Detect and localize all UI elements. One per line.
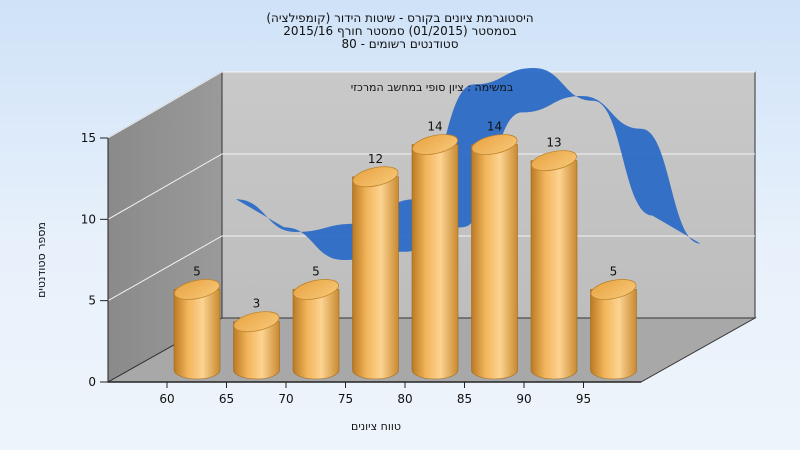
bar-cap <box>531 150 577 172</box>
x-tick-label: 70 <box>278 392 293 406</box>
bar <box>352 166 399 380</box>
bar-body <box>471 144 518 380</box>
bar-body <box>292 289 340 380</box>
x-tick-label: 85 <box>457 392 472 406</box>
bar-body <box>233 321 280 380</box>
chart-subtitle: במשימה : ציון סופי במחשב המרכזי <box>351 81 514 94</box>
bar-body <box>173 289 221 380</box>
bar-cap <box>293 279 339 300</box>
grid-lines <box>107 71 755 302</box>
bar <box>411 134 459 380</box>
bar-cap <box>352 166 399 188</box>
title-line-1: היסטוגרמת ציונים בקורס - שיטות הידור (קו… <box>266 11 533 25</box>
bar <box>233 311 280 380</box>
trend-ribbon <box>236 68 701 260</box>
bar <box>590 279 637 380</box>
bar-value-label: 14 <box>427 120 442 134</box>
grid-line <box>107 153 755 220</box>
bar-value-label: 13 <box>546 136 561 150</box>
bar <box>292 279 340 380</box>
x-tick-label: 95 <box>576 392 591 406</box>
bar-value-label: 3 <box>253 297 261 311</box>
bar-cap <box>471 134 518 155</box>
bars <box>173 134 637 380</box>
y-tick-label: 15 <box>81 131 96 145</box>
bar <box>173 279 221 380</box>
chart-title: היסטוגרמת ציונים בקורס - שיטות הידור (קו… <box>266 11 533 51</box>
bar <box>530 150 578 380</box>
bar <box>471 134 518 380</box>
bar-body <box>352 176 399 380</box>
bar-cap <box>590 279 637 300</box>
bar-value-label: 5 <box>312 264 320 278</box>
bar-value-label: 12 <box>368 152 383 166</box>
title-line-2: בסמסטר (01/2015) סמסטר חורף 2015/16 <box>283 24 516 38</box>
x-tick-label: 80 <box>397 392 412 406</box>
bar-body <box>590 289 637 380</box>
bar-cap <box>233 311 280 333</box>
bar-value-label: 5 <box>193 264 201 278</box>
grid-line <box>107 71 755 139</box>
grid-line <box>107 235 755 302</box>
trend-ribbon-path <box>236 68 701 260</box>
bar-cap <box>412 134 458 155</box>
bar-value-label: 5 <box>610 264 618 278</box>
bar-cap <box>174 279 220 300</box>
x-tick-label: 65 <box>219 392 234 406</box>
y-axis: 0 5 10 15 <box>81 131 109 389</box>
bar-value-label: 14 <box>487 120 502 134</box>
y-tick-label: 10 <box>81 212 96 226</box>
bar-body <box>411 144 459 380</box>
bar-value-labels: 5 3 5 12 14 14 13 5 <box>193 120 617 311</box>
x-axis-title: טווח ציונים <box>351 420 401 433</box>
x-axis: 60 65 70 75 80 85 90 95 <box>159 382 591 406</box>
title-line-3: סטודנטים רשומים - 80 <box>341 37 458 51</box>
bar-body <box>530 160 578 380</box>
y-tick-label: 5 <box>88 294 96 308</box>
x-tick-label: 75 <box>338 392 353 406</box>
y-tick-label: 0 <box>88 375 96 389</box>
y-axis-title: מספר סטודנטים <box>35 222 48 298</box>
x-tick-label: 90 <box>516 392 531 406</box>
x-tick-label: 60 <box>159 392 174 406</box>
